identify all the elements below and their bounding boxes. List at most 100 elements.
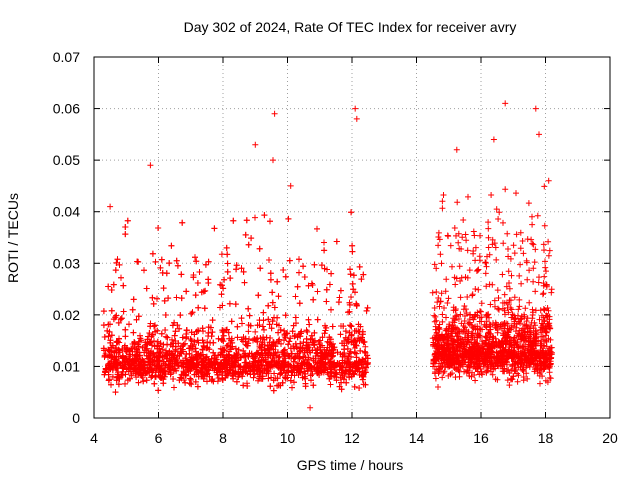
data-point: [537, 380, 543, 387]
data-point: [234, 334, 241, 341]
data-point: [308, 280, 315, 287]
data-point: [105, 346, 112, 353]
data-point: [478, 300, 485, 307]
data-points: [100, 100, 555, 411]
data-point: [106, 328, 113, 335]
data-point: [182, 379, 189, 386]
data-point: [282, 374, 289, 381]
data-point: [280, 347, 287, 354]
data-point: [115, 381, 122, 388]
data-point: [260, 317, 267, 324]
data-point: [112, 314, 119, 321]
data-point: [107, 321, 113, 328]
data-point: [311, 261, 318, 268]
data-point: [254, 322, 261, 329]
data-point: [483, 283, 490, 290]
data-point: [275, 293, 282, 300]
data-point: [192, 378, 199, 385]
data-point: [156, 365, 163, 372]
data-point: [192, 254, 198, 261]
data-point: [232, 345, 239, 352]
data-point: [323, 298, 330, 305]
data-point: [179, 219, 186, 226]
data-point: [441, 305, 447, 311]
data-point: [449, 263, 455, 270]
data-point: [100, 345, 107, 352]
data-point: [319, 334, 326, 341]
data-point: [166, 351, 173, 358]
data-point: [144, 355, 151, 362]
data-point: [146, 330, 153, 336]
data-point: [347, 266, 353, 273]
data-point: [224, 268, 231, 275]
data-point: [176, 377, 183, 384]
data-point: [505, 366, 512, 373]
data-point: [460, 217, 467, 223]
data-point: [473, 268, 480, 274]
data-point: [457, 294, 464, 301]
data-point: [349, 242, 356, 249]
data-point: [105, 333, 112, 340]
data-point: [205, 333, 212, 339]
data-point: [293, 369, 300, 376]
data-point: [323, 352, 330, 359]
data-point: [267, 383, 274, 390]
data-point: [226, 300, 233, 307]
data-point: [360, 381, 367, 388]
data-point: [225, 329, 232, 336]
data-point: [338, 369, 345, 376]
data-point: [501, 291, 508, 298]
data-point: [306, 321, 313, 328]
data-point: [474, 267, 481, 274]
data-point: [192, 366, 199, 373]
data-point: [305, 282, 312, 289]
data-point: [306, 362, 312, 369]
data-point: [274, 382, 281, 389]
data-point: [164, 334, 171, 341]
data-point: [246, 312, 253, 319]
data-point: [149, 342, 155, 349]
data-point: [187, 375, 194, 382]
data-point: [183, 364, 190, 371]
data-point: [351, 345, 358, 351]
data-point: [263, 359, 270, 366]
data-point: [300, 263, 307, 270]
data-point: [513, 231, 520, 238]
data-point: [290, 343, 297, 350]
data-point: [209, 361, 216, 368]
data-point: [249, 353, 256, 360]
data-point: [359, 365, 366, 372]
data-point: [226, 354, 233, 361]
data-point: [187, 336, 194, 343]
data-point: [294, 366, 301, 373]
data-point: [157, 374, 164, 381]
data-point: [224, 251, 231, 258]
data-point: [363, 364, 370, 370]
data-point: [132, 365, 139, 372]
data-point: [345, 366, 352, 373]
data-point: [245, 305, 252, 312]
data-point: [529, 213, 535, 220]
data-point: [220, 285, 227, 292]
data-point: [359, 331, 366, 338]
data-point: [215, 335, 222, 342]
data-point: [128, 372, 135, 379]
data-point: [544, 305, 551, 311]
data-point: [482, 270, 489, 277]
data-point: [112, 364, 119, 371]
data-point: [123, 355, 130, 362]
data-point: [485, 219, 492, 226]
data-point: [111, 360, 118, 367]
data-point: [455, 230, 462, 237]
data-point: [298, 361, 305, 367]
data-point: [353, 359, 360, 366]
data-point: [505, 268, 512, 275]
data-point: [110, 281, 117, 288]
data-point: [457, 311, 464, 318]
data-point: [435, 384, 441, 390]
data-point: [472, 377, 479, 384]
data-point: [330, 347, 337, 353]
data-point: [141, 349, 148, 356]
data-point: [523, 318, 530, 325]
